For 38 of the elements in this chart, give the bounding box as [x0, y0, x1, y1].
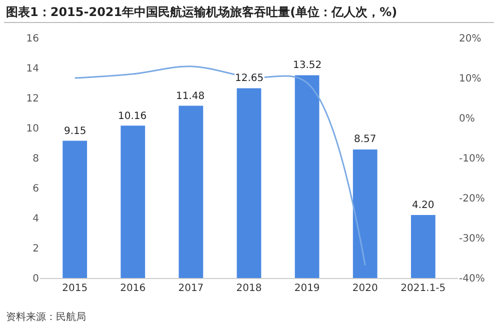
y2-tick-label: 20% [459, 34, 482, 44]
y2-tick-label: -30% [459, 234, 485, 244]
bar [410, 215, 436, 278]
bar [62, 140, 88, 278]
y-tick-label: 6 [32, 184, 39, 194]
y-tick-label: 0 [32, 274, 39, 284]
bar [178, 106, 204, 278]
bar [294, 75, 320, 278]
x-tick-label: 2016 [120, 283, 146, 294]
y-tick-label: 14 [26, 64, 39, 74]
y2-tick-label: -40% [459, 274, 485, 284]
x-tick-label: 2019 [294, 283, 320, 294]
data-label: 11.48 [176, 91, 205, 102]
data-label: 13.52 [293, 60, 322, 71]
x-tick-label: 2017 [178, 283, 204, 294]
bar [236, 88, 262, 278]
y-tick-label: 12 [26, 94, 39, 104]
y2-tick-label: 0% [459, 114, 475, 124]
chart-title: 图表1：2015-2021年中国民航运输机场旅客吞吐量(单位：亿人次，%) [6, 4, 398, 21]
y2-tick-label: -20% [459, 194, 485, 204]
text: 资料来源：民航局 [6, 310, 86, 324]
y-tick-label: 4 [32, 214, 39, 224]
x-tick-label: 2020 [352, 283, 378, 294]
y2-tick-label: -10% [459, 154, 485, 164]
y-tick-label: 16 [26, 34, 39, 44]
x-tick-label: 2015 [62, 283, 88, 294]
bar [120, 126, 146, 278]
x-tick-label: 2018 [236, 283, 262, 294]
y-tick-label: 2 [32, 244, 39, 254]
bar [352, 149, 378, 278]
data-label: 4.20 [412, 200, 434, 211]
y-tick-label: 10 [26, 124, 39, 134]
data-label: 10.16 [118, 111, 147, 122]
data-label: 9.15 [64, 126, 86, 137]
y2-tick-label: 10% [459, 74, 482, 84]
x-tick-label: 2021.1-5 [400, 283, 446, 294]
data-label: 8.57 [354, 134, 376, 145]
y-tick-label: 8 [32, 154, 39, 164]
